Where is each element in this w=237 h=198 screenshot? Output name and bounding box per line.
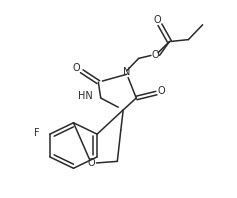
Text: O: O [151, 50, 159, 60]
Text: O: O [87, 158, 95, 168]
Text: HN: HN [78, 91, 93, 101]
Text: O: O [154, 15, 161, 25]
Text: N: N [123, 67, 131, 77]
Text: O: O [158, 87, 165, 96]
Text: F: F [34, 128, 40, 138]
Text: O: O [73, 63, 80, 73]
